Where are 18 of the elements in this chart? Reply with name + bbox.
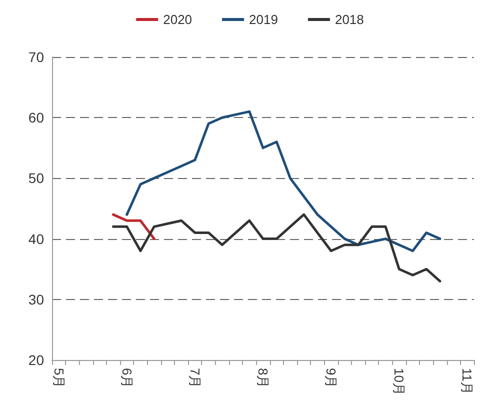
- x-tick-label: 7月: [187, 368, 202, 388]
- y-tick-label: 70: [28, 49, 44, 65]
- legend-label: 2020: [163, 12, 192, 27]
- x-tick-label: 5月: [51, 368, 66, 388]
- y-tick-label: 20: [28, 352, 44, 368]
- y-tick-label: 50: [28, 170, 44, 186]
- line-series: [126, 110, 442, 252]
- x-tick-label: 9月: [324, 368, 339, 388]
- legend-label: 2019: [249, 12, 278, 27]
- x-tick-label: 10月: [392, 368, 407, 396]
- legend-label: 2018: [334, 12, 364, 27]
- x-tick-label: 8月: [256, 368, 270, 388]
- x-tick-label: 11月: [460, 368, 475, 394]
- y-tick-label: 60: [28, 110, 44, 126]
- line-series: [112, 213, 442, 282]
- y-tick-label: 40: [28, 230, 44, 247]
- y-tick-label: 30: [28, 291, 44, 308]
- x-tick-label: 6月: [119, 368, 134, 388]
